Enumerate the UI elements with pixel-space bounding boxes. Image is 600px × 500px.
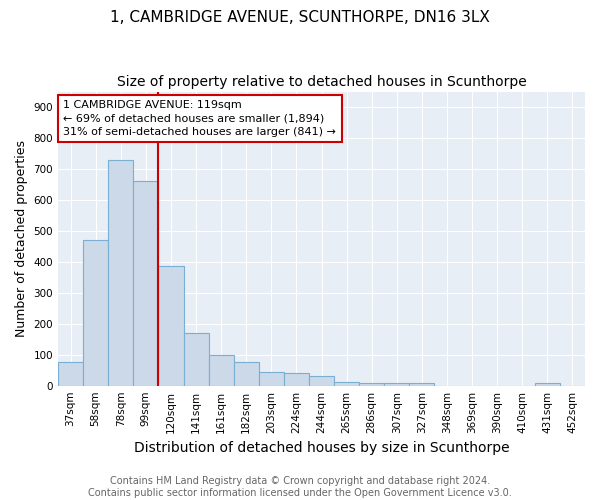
Bar <box>83 240 108 386</box>
Bar <box>535 383 560 386</box>
Y-axis label: Number of detached properties: Number of detached properties <box>15 140 28 337</box>
Bar <box>359 382 384 386</box>
Bar <box>209 356 233 386</box>
Bar <box>158 266 184 386</box>
Text: 1, CAMBRIDGE AVENUE, SCUNTHORPE, DN16 3LX: 1, CAMBRIDGE AVENUE, SCUNTHORPE, DN16 3L… <box>110 10 490 25</box>
Text: 1 CAMBRIDGE AVENUE: 119sqm
← 69% of detached houses are smaller (1,894)
31% of s: 1 CAMBRIDGE AVENUE: 119sqm ← 69% of deta… <box>64 100 336 137</box>
Bar <box>284 372 309 386</box>
Bar <box>309 376 334 386</box>
Bar <box>108 160 133 386</box>
Bar <box>334 382 359 386</box>
Bar <box>133 182 158 386</box>
Text: Contains HM Land Registry data © Crown copyright and database right 2024.
Contai: Contains HM Land Registry data © Crown c… <box>88 476 512 498</box>
Bar <box>409 383 434 386</box>
Bar <box>384 382 409 386</box>
Title: Size of property relative to detached houses in Scunthorpe: Size of property relative to detached ho… <box>116 75 526 89</box>
Bar <box>58 362 83 386</box>
Bar <box>184 333 209 386</box>
X-axis label: Distribution of detached houses by size in Scunthorpe: Distribution of detached houses by size … <box>134 441 509 455</box>
Bar <box>259 372 284 386</box>
Bar <box>233 362 259 386</box>
